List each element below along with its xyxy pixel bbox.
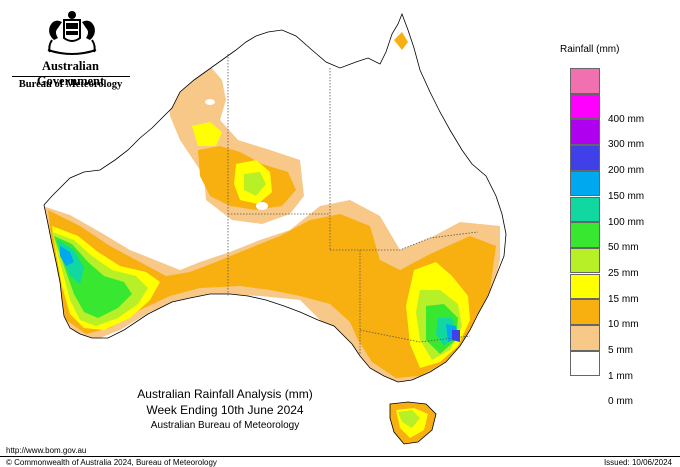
legend-swatch (570, 299, 600, 325)
legend-swatch (570, 350, 600, 377)
issued-date: Issued: 10/06/2024 (603, 458, 672, 467)
government-title: Australian Government (36, 59, 105, 88)
legend-swatch (570, 119, 600, 145)
government-logo: Australian Government Bureau of Meteorol… (8, 10, 133, 95)
coat-of-arms-icon (47, 11, 97, 55)
map-source: Australian Bureau of Meteorology (150, 420, 300, 431)
legend-swatch (570, 93, 600, 120)
map-subtitle: Week Ending 10th June 2024 (146, 403, 304, 417)
copyright-text: © Commonwealth of Australia 2024, Bureau… (6, 458, 217, 467)
rainfall-map (43, 13, 507, 445)
legend-label: 50 mm (608, 242, 639, 254)
footer-divider (0, 456, 680, 457)
legend-title: Rainfall (mm) (560, 44, 620, 55)
legend-swatch (570, 325, 600, 351)
legend-swatch (570, 68, 600, 94)
legend-swatch (570, 247, 600, 274)
legend-label: 10 mm (608, 319, 639, 331)
legend-label: 150 mm (608, 190, 645, 202)
legend-label: 25 mm (608, 267, 639, 279)
legend-label: 1 mm (608, 370, 633, 382)
legend-label: 100 mm (608, 216, 645, 228)
legend-swatch (570, 273, 600, 300)
legend-label: 15 mm (608, 293, 639, 305)
legend-swatch (570, 170, 600, 197)
legend-label: 300 mm (608, 139, 645, 151)
legend-label: 0 mm (608, 396, 633, 408)
legend-swatch (570, 145, 600, 171)
map-title: Australian Rainfall Analysis (mm) (137, 387, 313, 401)
agency-title: Bureau of Meteorology (18, 79, 123, 90)
legend-swatch (570, 196, 600, 222)
legend-label: 5 mm (608, 345, 633, 356)
logo-divider (12, 76, 130, 77)
website-link[interactable]: http://www.bom.gov.au (6, 446, 87, 455)
legend-label: 400 mm (608, 113, 645, 125)
legend-swatch (570, 222, 600, 248)
legend-label: 200 mm (608, 165, 645, 177)
